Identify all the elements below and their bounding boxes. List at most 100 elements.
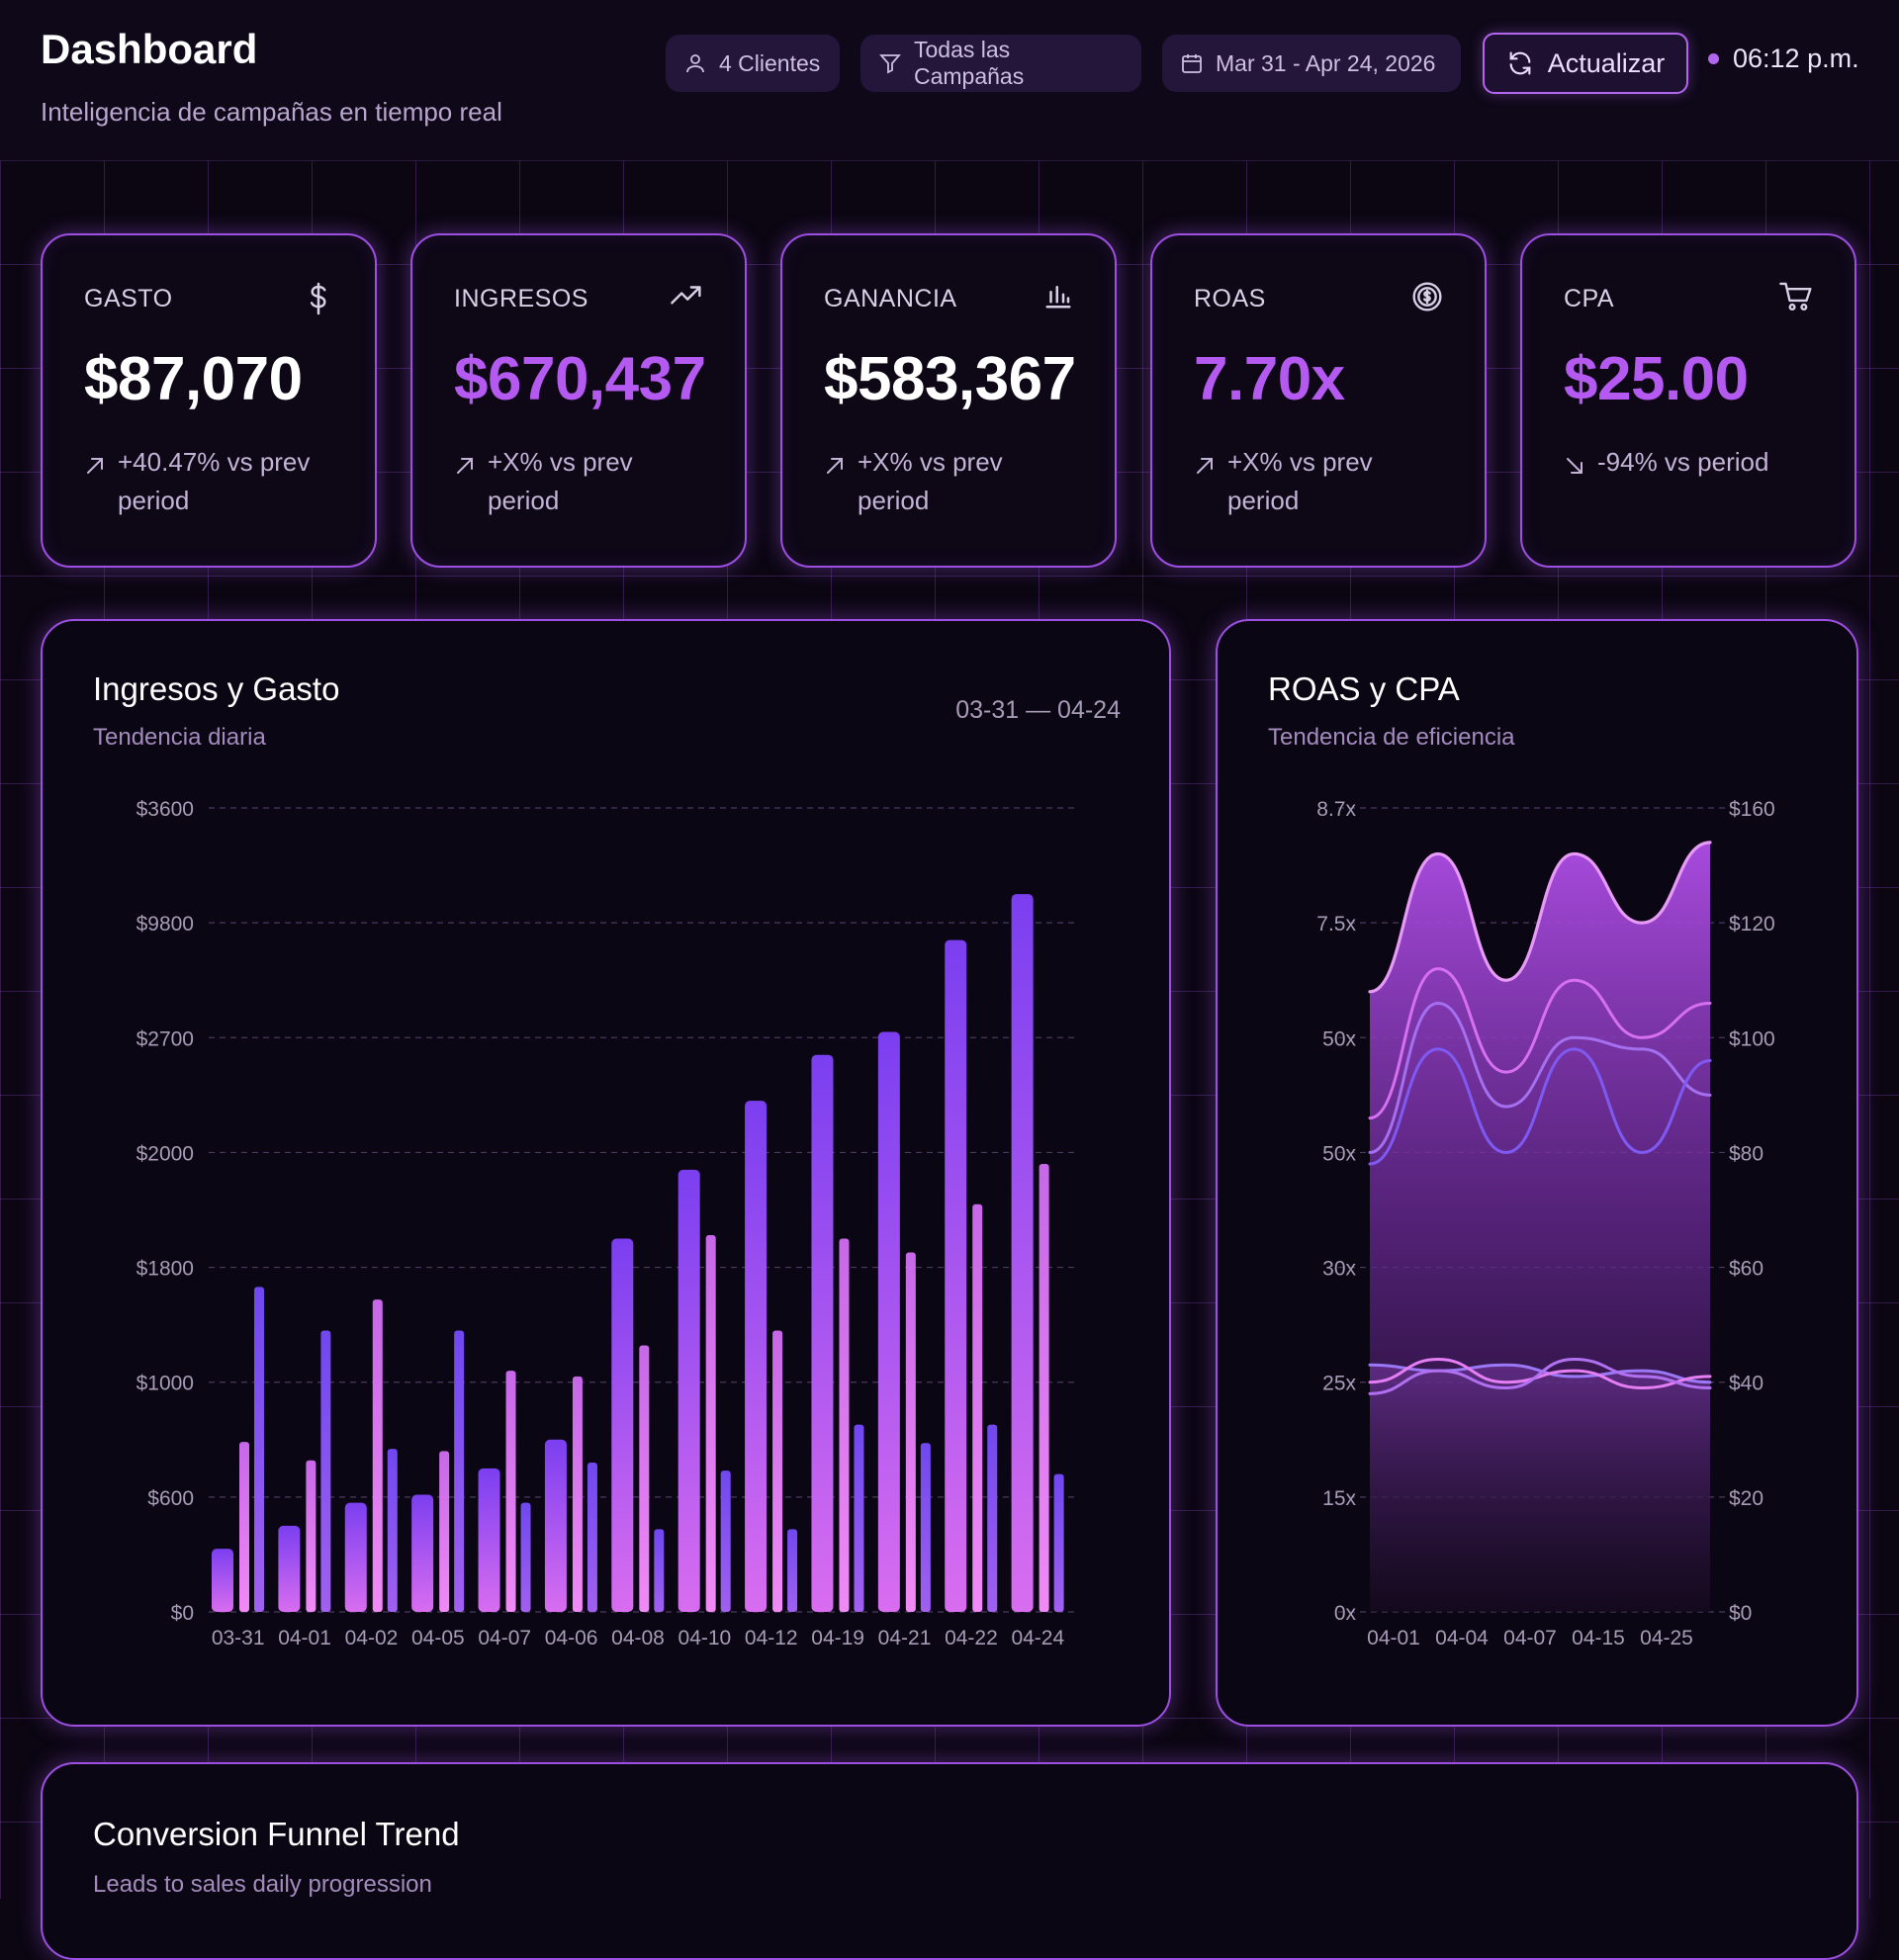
bar	[920, 1443, 931, 1612]
x-tick-label: 04-15	[1572, 1627, 1625, 1649]
kpi-delta-text: -94% vs period	[1597, 447, 1769, 477]
x-tick-label: 04-02	[345, 1627, 399, 1649]
coin-icon	[1412, 282, 1442, 312]
panel-title: Ingresos y Gasto	[93, 670, 340, 707]
y2-tick-label: $100	[1729, 1027, 1775, 1050]
bar	[1011, 894, 1034, 1612]
kpi-delta-text: +40.47% vs prev period	[118, 447, 311, 515]
kpi-delta-text: +X% vs prev period	[1227, 447, 1373, 515]
kpi-card-spend: GASTO $87,070 +40.47% vs prev period	[41, 233, 377, 568]
bar	[572, 1376, 583, 1612]
conversion-funnel-panel: Conversion Funnel Trend Leads to sales d…	[41, 1762, 1858, 1960]
kpi-delta: +40.47% vs prev period	[84, 443, 341, 520]
kpi-value: 7.70x	[1194, 345, 1345, 413]
dollar-icon	[310, 282, 326, 315]
filter-icon	[879, 54, 901, 74]
y-tick-label: $2000	[136, 1142, 194, 1165]
kpi-delta-text: +X% vs prev period	[488, 447, 633, 515]
y-tick-label: 25x	[1322, 1373, 1356, 1395]
clients-filter-button[interactable]: 4 Clientes	[666, 35, 840, 92]
kpi-delta: +X% vs prev period	[454, 443, 711, 520]
bar	[705, 1235, 716, 1612]
kpi-delta-text: +X% vs prev period	[858, 447, 1003, 515]
kpi-delta: +X% vs prev period	[1194, 443, 1451, 520]
panel-date-range: 03-31 — 04-24	[955, 696, 1121, 724]
user-icon	[686, 54, 704, 73]
bar	[772, 1330, 783, 1612]
x-tick-label: 04-07	[478, 1627, 531, 1649]
y2-tick-label: $80	[1729, 1142, 1763, 1165]
bar	[544, 1439, 567, 1612]
bar	[811, 1054, 834, 1612]
bar	[611, 1238, 634, 1612]
bar	[720, 1470, 731, 1612]
revenue-spend-panel: Ingresos y Gasto Tendencia diaria 03-31 …	[41, 619, 1171, 1727]
y2-tick-label: $120	[1729, 913, 1775, 935]
bar	[278, 1525, 301, 1612]
refresh-button[interactable]: Actualizar	[1483, 33, 1688, 94]
y2-tick-label: $60	[1729, 1258, 1763, 1281]
y-tick-label: $2700	[136, 1027, 194, 1050]
clock-time: 06:12 p.m.	[1733, 44, 1859, 73]
y-tick-label: $3600	[136, 798, 194, 821]
y-tick-label: $1800	[136, 1258, 194, 1281]
bar	[320, 1330, 331, 1612]
kpi-delta: +X% vs prev period	[824, 443, 1081, 520]
date-range-label: Mar 31 - Apr 24, 2026	[1216, 49, 1436, 76]
kpi-value: $583,367	[824, 345, 1076, 413]
y-tick-label: 50x	[1322, 1027, 1356, 1050]
bar	[387, 1449, 398, 1612]
y-tick-label: $9800	[136, 913, 194, 935]
series-line	[1368, 1357, 1712, 1395]
bar	[254, 1287, 264, 1612]
y2-tick-label: $0	[1729, 1602, 1752, 1625]
y-tick-label: $0	[171, 1602, 194, 1625]
arrow-up-right-icon	[1197, 458, 1213, 474]
x-tick-label: 04-19	[811, 1627, 864, 1649]
x-tick-label: 04-22	[945, 1627, 998, 1649]
series-line	[1368, 1001, 1712, 1154]
bar	[1053, 1473, 1064, 1612]
bar	[478, 1468, 500, 1612]
x-tick-label: 04-01	[278, 1627, 331, 1649]
bar	[639, 1345, 650, 1612]
kpi-label: GASTO	[84, 285, 173, 312]
x-tick-label: 04-25	[1640, 1627, 1693, 1649]
refresh-icon	[1509, 51, 1531, 75]
x-tick-label: 04-08	[611, 1627, 665, 1649]
refresh-label: Actualizar	[1547, 47, 1666, 78]
bar	[745, 1101, 768, 1612]
top-bar: Dashboard Inteligencia de campañas en ti…	[0, 0, 1899, 161]
arrow-up-right-icon	[87, 458, 103, 474]
x-tick-label: 04-01	[1367, 1627, 1420, 1649]
y-tick-label: 50x	[1322, 1142, 1356, 1165]
x-tick-label: 04-24	[1011, 1627, 1064, 1649]
campaigns-filter-label: Todas las Campañas	[914, 37, 1025, 89]
date-range-button[interactable]: Mar 31 - Apr 24, 2026	[1162, 35, 1461, 92]
bar	[306, 1460, 316, 1612]
y-tick-label: 15x	[1322, 1487, 1356, 1510]
bar	[439, 1451, 450, 1612]
y2-tick-label: $160	[1729, 798, 1775, 821]
campaigns-filter-button[interactable]: Todas las Campañas	[860, 35, 1141, 92]
bar	[587, 1463, 597, 1612]
panel-subtitle: Tendencia diaria	[93, 724, 266, 751]
bar	[854, 1424, 864, 1612]
kpi-card-revenue: INGRESOS $670,437 +X% vs prev period	[410, 233, 747, 568]
panel-title: ROAS y CPA	[1268, 670, 1460, 707]
kpi-card-profit: GANANCIA $583,367 +X% vs prev period	[780, 233, 1117, 568]
bar	[372, 1299, 383, 1612]
y-tick-label: 8.7x	[1316, 798, 1356, 821]
panel-title: Conversion Funnel Trend	[93, 1816, 460, 1852]
page-subtitle: Inteligencia de campañas en tiempo real	[41, 97, 502, 127]
bar	[839, 1238, 850, 1612]
panel-subtitle: Leads to sales daily progression	[93, 1871, 432, 1898]
live-dot-icon	[1708, 53, 1719, 64]
kpi-label: INGRESOS	[454, 285, 588, 312]
bar	[411, 1494, 434, 1612]
y-tick-label: $1000	[136, 1373, 194, 1395]
kpi-value: $670,437	[454, 345, 706, 413]
bar	[787, 1529, 798, 1612]
x-tick-label: 04-06	[545, 1627, 598, 1649]
panel-subtitle: Tendencia de eficiencia	[1268, 724, 1515, 751]
